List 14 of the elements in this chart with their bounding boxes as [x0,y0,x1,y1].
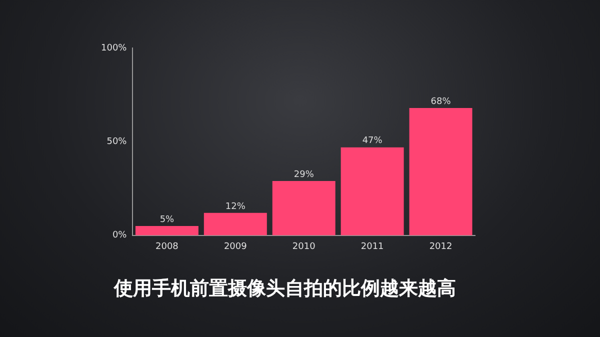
y-tick-label: 0% [112,230,128,241]
x-tick-label: 2012 [429,242,452,252]
data-label: 5% [160,214,175,225]
x-tick-label: 2010 [292,242,316,252]
x-tick-label: 2008 [156,242,179,252]
data-label: 29% [294,170,314,180]
data-label: 12% [225,202,246,212]
x-tick-label: 2011 [360,242,384,252]
y-tick-label: 50% [106,137,128,148]
y-tick-label: 100% [100,43,128,54]
text: 使用手机前置摄像头自拍的比例越来越高 [113,278,456,300]
x-tick-label: 2009 [224,242,248,252]
data-label: 68% [430,96,452,107]
data-label: 47% [362,136,383,146]
